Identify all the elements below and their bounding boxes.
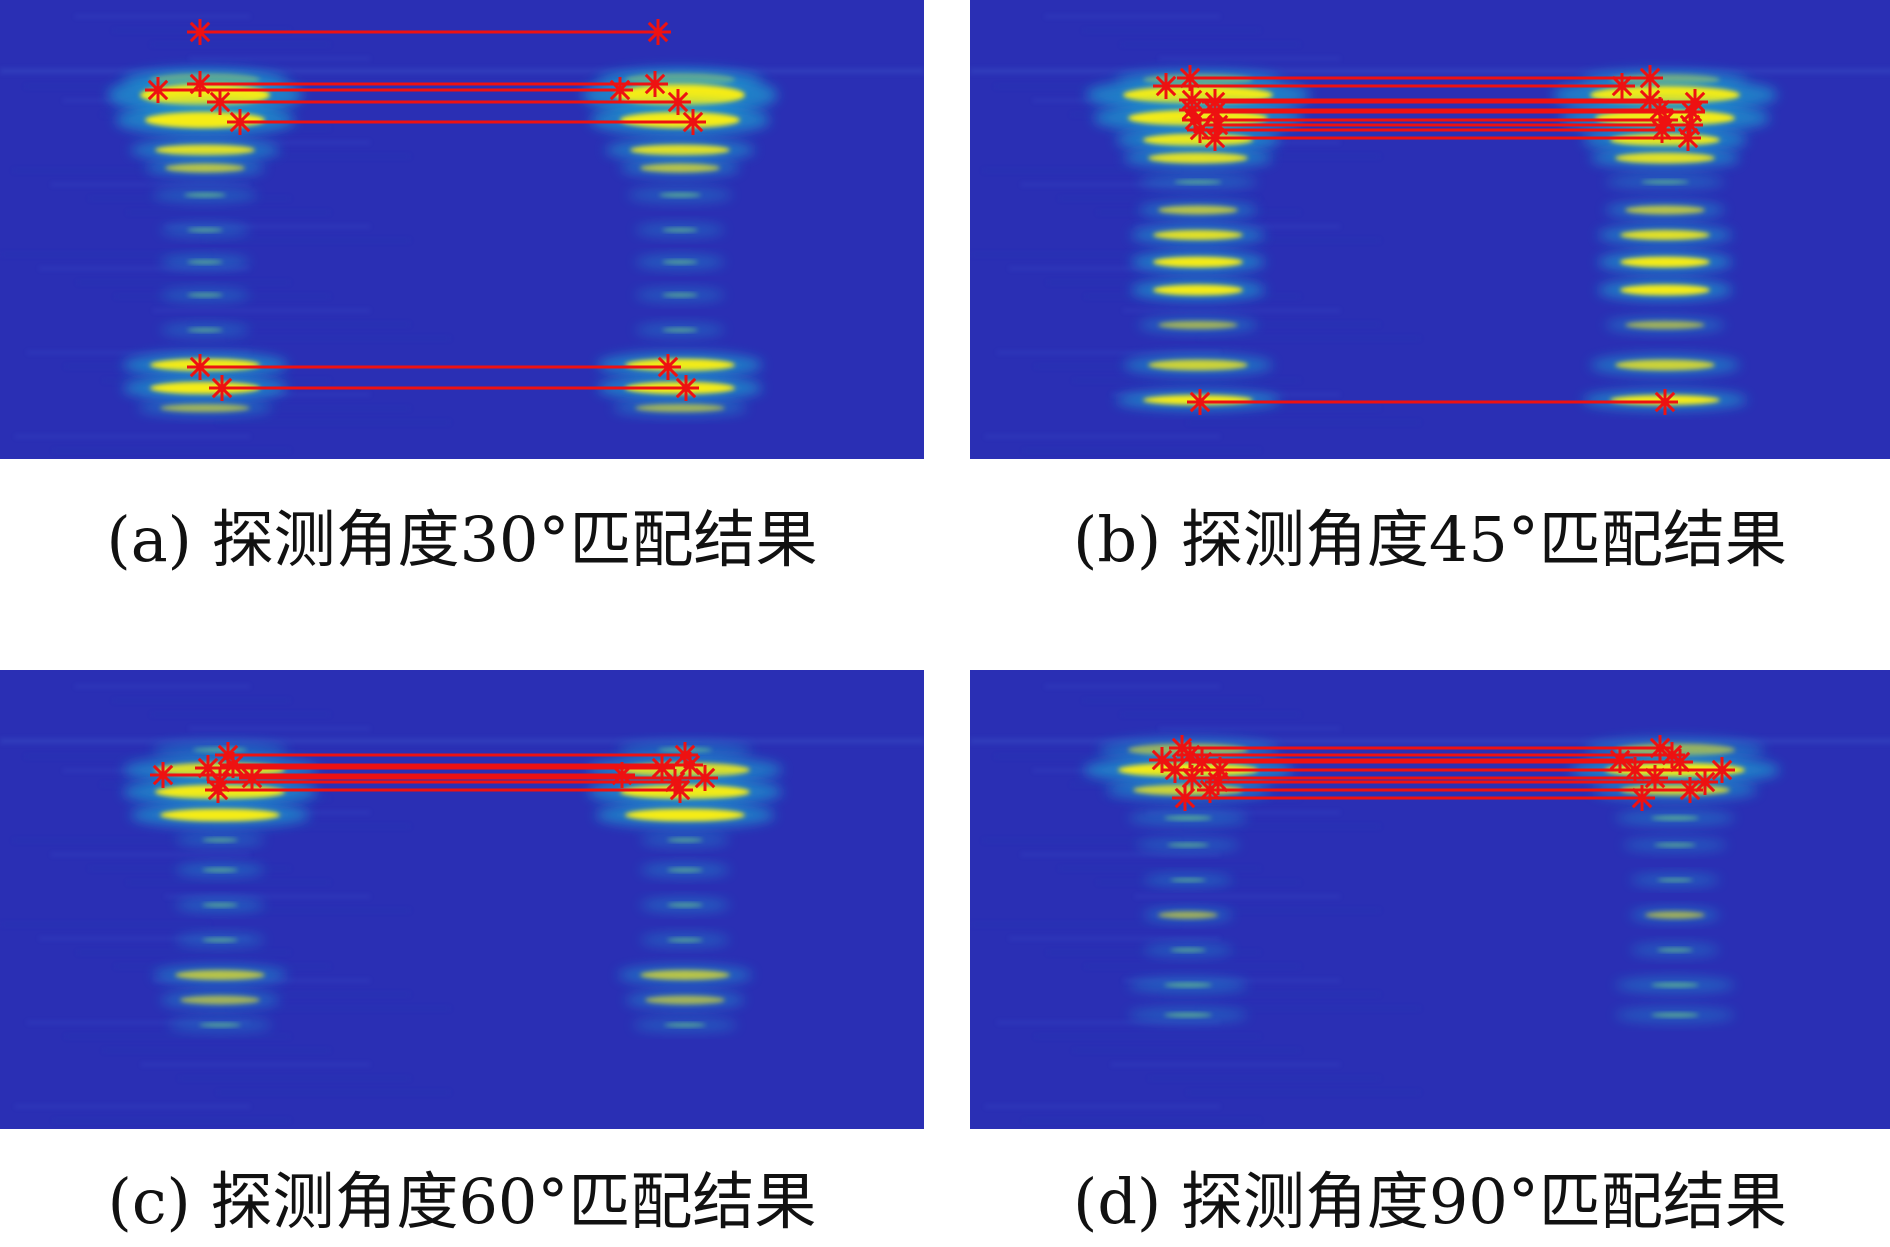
keypoint-asterisk-icon [145,77,171,103]
keypoint-asterisk-icon [1202,125,1228,151]
keypoint-asterisk-icon [1622,757,1648,783]
keypoint-asterisk-icon [609,762,635,788]
keypoint-asterisk-icon [680,109,706,135]
keypoint-asterisk-icon [673,375,699,401]
keypoint-asterisk-icon [220,752,246,778]
keypoint-asterisk-icon [607,77,633,103]
heatmap-a [0,0,924,459]
panel-a-caption: (a) 探测角度30°匹配结果 [106,503,818,576]
keypoint-asterisk-icon [1153,73,1179,99]
keypoint-asterisk-icon [209,375,235,401]
keypoint-asterisk-icon [150,762,176,788]
keypoint-asterisk-icon [665,89,691,115]
keypoint-asterisk-icon [1652,389,1678,415]
keypoint-asterisk-icon [1179,765,1205,791]
keypoint-asterisk-icon [205,777,231,803]
heatmap-b [970,0,1890,459]
panel-b-image [970,0,1890,459]
keypoint-asterisk-icon [1197,777,1223,803]
keypoint-asterisk-icon [1629,785,1655,811]
panel-d-image [970,670,1890,1129]
keypoint-asterisk-icon [692,765,718,791]
keypoint-asterisk-icon [667,777,693,803]
keypoint-asterisk-icon [1162,757,1188,783]
feature-matches [150,742,718,803]
keypoint-asterisk-icon [1172,785,1198,811]
feature-matches [145,19,706,401]
keypoint-asterisk-icon [649,755,675,781]
feature-matches [1149,735,1735,811]
keypoint-asterisk-icon [1207,757,1233,783]
keypoint-asterisk-icon [1149,747,1175,773]
keypoint-asterisk-icon [1675,125,1701,151]
heatmap-background [0,670,924,1129]
panel-c-image [0,670,924,1129]
panel-b-caption: (b) 探测角度45°匹配结果 [1073,503,1787,576]
heatmap-c [0,670,924,1129]
feature-matches [1153,65,1708,415]
keypoint-asterisk-icon [642,71,668,97]
heatmap-d [970,670,1890,1129]
keypoint-asterisk-icon [1637,65,1663,91]
keypoint-asterisk-icon [187,354,213,380]
keypoint-asterisk-icon [1649,117,1675,143]
keypoint-asterisk-icon [227,109,253,135]
panel-c-caption: (c) 探测角度60°匹配结果 [107,1165,817,1238]
keypoint-asterisk-icon [187,71,213,97]
keypoint-asterisk-icon [1205,112,1231,138]
keypoint-asterisk-icon [1642,765,1668,791]
keypoint-asterisk-icon [1677,777,1703,803]
keypoint-asterisk-icon [1667,749,1693,775]
panel-d-caption: (d) 探测角度90°匹配结果 [1073,1165,1787,1238]
echo-column-2 [1552,69,1778,410]
keypoint-asterisk-icon [1607,747,1633,773]
keypoint-asterisk-icon [1187,389,1213,415]
keypoint-asterisk-icon [1609,73,1635,99]
keypoint-asterisk-icon [187,19,213,45]
panel-a-image [0,0,924,459]
keypoint-asterisk-icon [207,89,233,115]
keypoint-asterisk-icon [1177,65,1203,91]
keypoint-asterisk-icon [1709,757,1735,783]
keypoint-asterisk-icon [655,354,681,380]
keypoint-asterisk-icon [645,19,671,45]
background-texture [970,685,1890,1122]
keypoint-asterisk-icon [239,765,265,791]
